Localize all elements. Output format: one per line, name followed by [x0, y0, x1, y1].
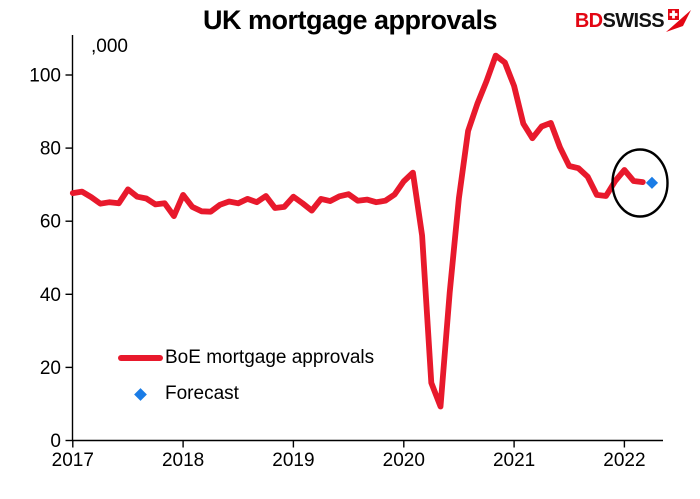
- x-tick-label-2021: 2021: [493, 450, 535, 471]
- y-tick-label-20: 20: [40, 358, 61, 379]
- bdswiss-pennant-cross-icon: [666, 9, 691, 32]
- legend-item-boe-series: BoE mortgage approvals: [118, 347, 374, 369]
- legend-label-boe-series: BoE mortgage approvals: [165, 347, 375, 368]
- x-tick-label-2022: 2022: [603, 450, 645, 471]
- y-axis-unit-label: ,000: [91, 36, 128, 57]
- series-line-swatch: [118, 355, 163, 361]
- x-axis-ticks: [72, 440, 626, 448]
- x-tick-label-2019: 2019: [272, 450, 314, 471]
- x-tick-label-2020: 2020: [383, 450, 425, 471]
- highlight-circle-annotation: [611, 148, 669, 218]
- bdswiss-logo: BD SWISS: [575, 9, 692, 33]
- y-tick-label-100: 100: [29, 66, 61, 87]
- y-axis-ticks: [65, 74, 73, 442]
- legend-label-forecast: Forecast: [165, 383, 239, 404]
- logo-text-swiss: SWISS: [602, 10, 665, 32]
- legend: BoE mortgage approvals Forecast: [118, 347, 374, 419]
- x-tick-label-2017: 2017: [52, 450, 94, 471]
- legend-item-forecast: Forecast: [118, 383, 374, 405]
- chart-title: UK mortgage approvals: [202, 5, 498, 35]
- boe-mortgage-approvals-line: [69, 52, 646, 410]
- forecast-diamond-swatch: [134, 387, 147, 401]
- logo-text-bd: BD: [574, 10, 603, 32]
- y-tick-label-0: 0: [50, 431, 61, 452]
- y-tick-label-80: 80: [40, 139, 61, 160]
- forecast-diamond-marker: [645, 176, 659, 189]
- y-tick-label-40: 40: [40, 285, 61, 306]
- x-tick-label-2018: 2018: [162, 450, 204, 471]
- y-tick-label-60: 60: [40, 212, 61, 233]
